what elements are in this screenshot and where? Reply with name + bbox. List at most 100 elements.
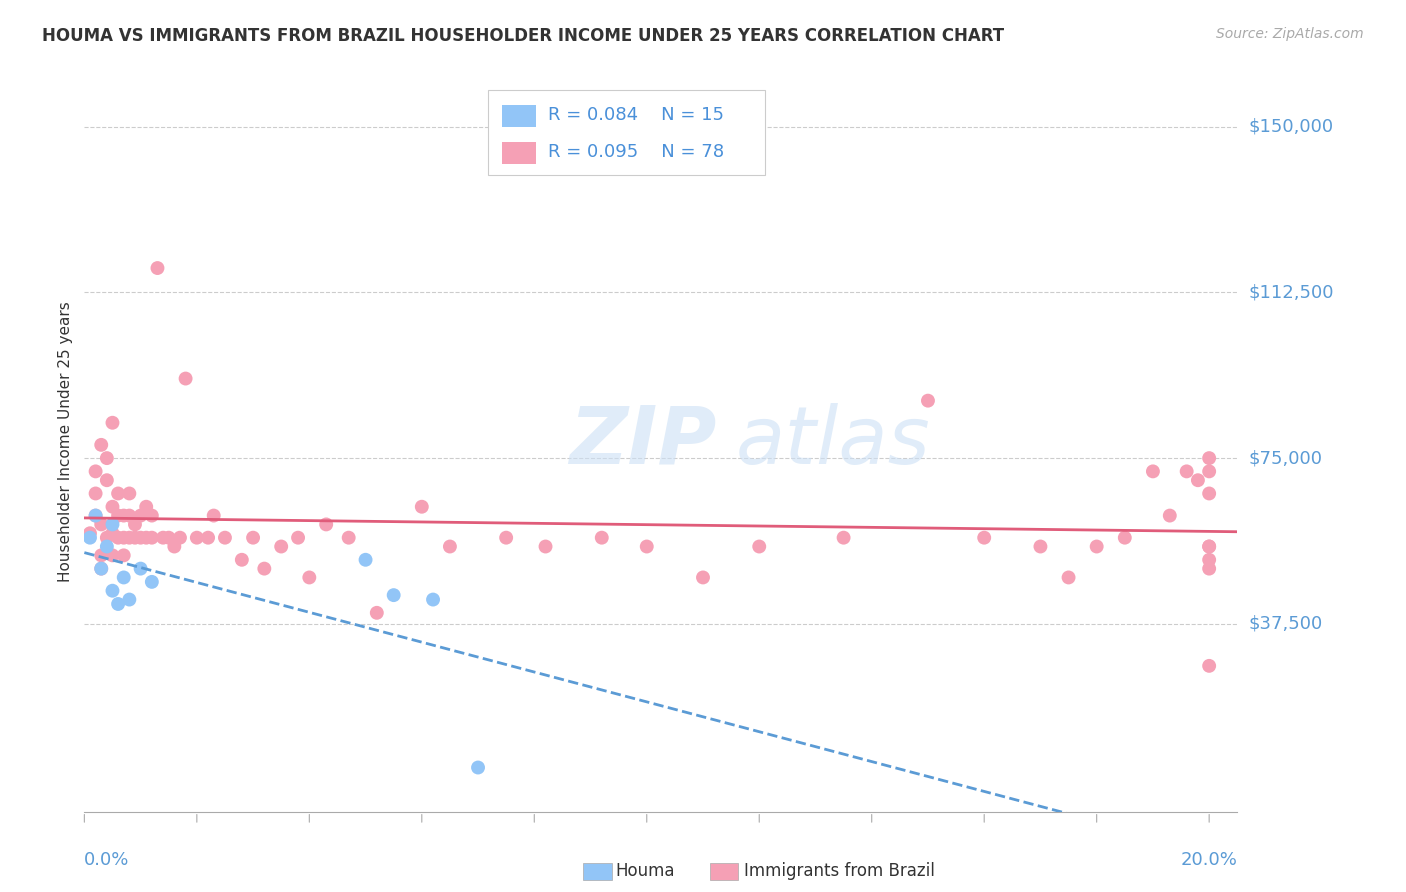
Point — [917, 393, 939, 408]
Point — [163, 540, 186, 554]
Point — [101, 500, 124, 514]
Text: Houma: Houma — [616, 863, 675, 880]
Point — [84, 508, 107, 523]
Point — [101, 517, 124, 532]
Point — [1198, 540, 1220, 554]
Point — [253, 561, 276, 575]
Point — [79, 531, 101, 545]
Point — [101, 526, 124, 541]
Text: $150,000: $150,000 — [1249, 118, 1333, 136]
Point — [366, 606, 388, 620]
Point — [135, 531, 157, 545]
Text: $37,500: $37,500 — [1249, 615, 1323, 632]
Point — [90, 561, 112, 575]
Point — [832, 531, 855, 545]
Point — [129, 561, 152, 575]
Point — [118, 486, 141, 500]
Text: $75,000: $75,000 — [1249, 449, 1323, 467]
Point — [112, 570, 135, 584]
Point — [495, 531, 517, 545]
Point — [636, 540, 658, 554]
Point — [1175, 464, 1198, 478]
Point — [231, 553, 253, 567]
Point — [973, 531, 995, 545]
Point — [107, 486, 129, 500]
Point — [169, 531, 191, 545]
Text: Immigrants from Brazil: Immigrants from Brazil — [744, 863, 935, 880]
Y-axis label: Householder Income Under 25 years: Householder Income Under 25 years — [58, 301, 73, 582]
Point — [692, 570, 714, 584]
Point — [315, 517, 337, 532]
Point — [1159, 508, 1181, 523]
FancyBboxPatch shape — [502, 104, 536, 127]
Point — [112, 549, 135, 563]
Point — [107, 531, 129, 545]
Point — [467, 760, 489, 774]
Point — [186, 531, 208, 545]
Point — [1085, 540, 1108, 554]
Point — [382, 588, 405, 602]
Point — [1198, 553, 1220, 567]
Point — [112, 508, 135, 523]
Text: R = 0.095    N = 78: R = 0.095 N = 78 — [548, 143, 724, 161]
Point — [107, 508, 129, 523]
Point — [1198, 540, 1220, 554]
Point — [118, 508, 141, 523]
Point — [96, 531, 118, 545]
FancyBboxPatch shape — [502, 142, 536, 164]
Point — [1187, 473, 1209, 487]
Text: 20.0%: 20.0% — [1181, 851, 1237, 869]
Point — [141, 531, 163, 545]
FancyBboxPatch shape — [488, 90, 765, 175]
Point — [214, 531, 236, 545]
Point — [84, 464, 107, 478]
Text: Source: ZipAtlas.com: Source: ZipAtlas.com — [1216, 27, 1364, 41]
Point — [1198, 464, 1220, 478]
Point — [197, 531, 219, 545]
Text: R = 0.084    N = 15: R = 0.084 N = 15 — [548, 106, 724, 124]
Point — [112, 531, 135, 545]
Point — [337, 531, 360, 545]
Point — [152, 531, 174, 545]
Point — [96, 540, 118, 554]
Point — [202, 508, 225, 523]
Text: ZIP: ZIP — [568, 402, 716, 481]
Point — [101, 416, 124, 430]
Text: $112,500: $112,500 — [1249, 284, 1334, 301]
Point — [84, 508, 107, 523]
Point — [96, 473, 118, 487]
Point — [1198, 451, 1220, 466]
Point — [135, 500, 157, 514]
Point — [591, 531, 613, 545]
Point — [141, 508, 163, 523]
Point — [96, 451, 118, 466]
Point — [141, 574, 163, 589]
Point — [90, 438, 112, 452]
Point — [354, 553, 377, 567]
Point — [411, 500, 433, 514]
Point — [439, 540, 461, 554]
Point — [84, 486, 107, 500]
Point — [242, 531, 264, 545]
Text: 0.0%: 0.0% — [84, 851, 129, 869]
Text: HOUMA VS IMMIGRANTS FROM BRAZIL HOUSEHOLDER INCOME UNDER 25 YEARS CORRELATION CH: HOUMA VS IMMIGRANTS FROM BRAZIL HOUSEHOL… — [42, 27, 1004, 45]
Point — [298, 570, 321, 584]
Point — [157, 531, 180, 545]
Point — [287, 531, 309, 545]
Point — [118, 531, 141, 545]
Point — [146, 261, 169, 276]
Point — [174, 371, 197, 385]
Point — [270, 540, 292, 554]
Point — [534, 540, 557, 554]
Point — [118, 592, 141, 607]
Point — [1142, 464, 1164, 478]
Point — [129, 508, 152, 523]
Point — [90, 561, 112, 575]
Point — [101, 583, 124, 598]
Point — [124, 517, 146, 532]
Text: atlas: atlas — [735, 402, 931, 481]
Point — [1198, 561, 1220, 575]
Point — [1057, 570, 1080, 584]
Point — [422, 592, 444, 607]
Point — [101, 549, 124, 563]
